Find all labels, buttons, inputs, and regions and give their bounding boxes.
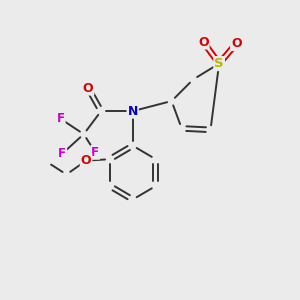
Text: N: N <box>128 105 138 118</box>
Text: O: O <box>81 154 92 167</box>
Text: O: O <box>231 37 242 50</box>
Text: F: F <box>91 146 99 159</box>
Text: F: F <box>58 147 66 160</box>
Text: O: O <box>198 35 208 49</box>
Text: O: O <box>83 82 93 94</box>
Text: S: S <box>214 57 224 70</box>
Text: F: F <box>57 112 65 125</box>
